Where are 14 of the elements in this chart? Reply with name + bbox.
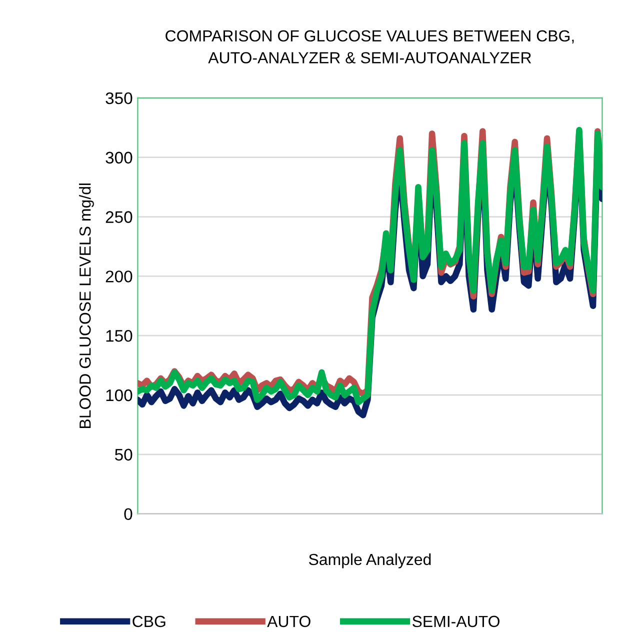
legend-label: AUTO [267,616,310,628]
y-axis-title: BLOOD GLUCOSE LEVELS mg/dl [79,184,94,428]
y-tick-label: 150 [106,330,132,342]
legend-label: CBG [132,616,166,628]
y-tick-label: 0 [124,508,132,520]
legend-label: SEMI-AUTO [412,616,500,628]
y-tick-label: 350 [106,92,132,104]
x-axis-title: Sample Analyzed [308,553,431,568]
y-tick-label: 300 [106,152,132,164]
y-tick-label: 100 [106,389,132,402]
y-tick-label: 200 [106,270,132,282]
y-tick-label: 50 [114,448,132,461]
y-tick-label: 250 [106,211,132,223]
chart-title: COMPARISON OF GLUCOSE VALUES BETWEEN CBG, AUTO-ANALYZER & SEMI-AUTOANALYZER [166,30,574,64]
